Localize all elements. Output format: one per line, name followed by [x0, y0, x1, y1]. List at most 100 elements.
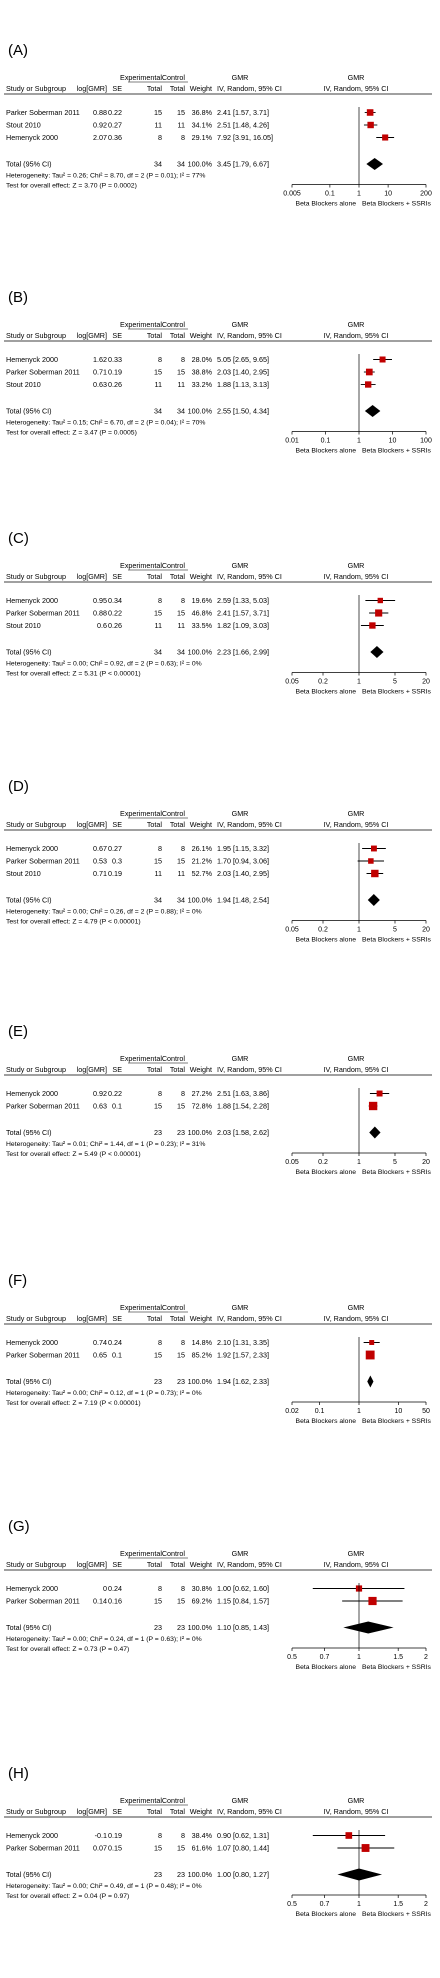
total-n-ctrl: 23 — [177, 1623, 185, 1632]
study-name: Parker Soberman 2011 — [6, 857, 80, 866]
study-loggmr: 0.07 — [93, 1844, 107, 1853]
study-se: 0.22 — [108, 108, 122, 117]
header-control: Control — [162, 561, 186, 570]
study-n-ctrl: 15 — [177, 1597, 185, 1606]
plot-title: GMR — [348, 1303, 365, 1312]
x-tick-label: 1 — [357, 1159, 361, 1166]
study-loggmr: 0.92 — [93, 121, 107, 130]
study-n-ctrl: 11 — [178, 621, 185, 630]
study-weight: 14.8% — [192, 1338, 213, 1347]
favours-left-label: Beta Blockers alone — [296, 201, 357, 208]
study-n-exp: 15 — [154, 368, 162, 377]
overall-effect-text: Test for overall effect: Z = 0.04 (P = 0… — [6, 1893, 129, 1900]
x-tick-label: 0.05 — [285, 1159, 299, 1166]
favours-right-label: Beta Blockers + SSRIs — [362, 448, 432, 455]
header-study: Study or Subgroup — [6, 1807, 66, 1816]
total-n-ctrl: 34 — [177, 407, 185, 416]
overall-effect-text: Test for overall effect: Z = 4.79 (P < 0… — [6, 919, 141, 926]
total-ci-text: 1.00 [0.80, 1.27] — [217, 1870, 269, 1879]
total-weight: 100.0% — [188, 896, 213, 905]
header-weight: Weight — [190, 84, 212, 93]
study-n-exp: 8 — [158, 1584, 162, 1593]
study-loggmr: 0.88 — [93, 609, 107, 618]
total-diamond — [369, 1126, 381, 1139]
header-total-exp: Total — [147, 1560, 163, 1569]
header-loggmr: log[GMR] — [77, 1807, 107, 1816]
header-plot-sub: IV, Random, 95% CI — [324, 820, 389, 829]
favours-right-label: Beta Blockers + SSRIs — [362, 689, 432, 696]
total-diamond — [337, 1868, 383, 1881]
total-n-exp: 34 — [154, 407, 162, 416]
study-name: Parker Soberman 2011 — [6, 1351, 80, 1360]
total-diamond — [367, 894, 380, 906]
study-marker — [382, 134, 389, 141]
header-loggmr: log[GMR] — [77, 84, 107, 93]
total-diamond — [367, 1375, 374, 1388]
header-plot-sub: IV, Random, 95% CI — [324, 84, 389, 93]
x-tick-label: 20 — [422, 927, 430, 934]
study-weight: 46.8% — [192, 609, 213, 618]
study-se: 0.27 — [108, 844, 122, 853]
total-weight: 100.0% — [188, 160, 213, 169]
heterogeneity-text: Heterogeneity: Tau² = 0.00; Chi² = 0.26,… — [6, 909, 202, 916]
total-weight: 100.0% — [188, 1623, 213, 1632]
study-name: Parker Soberman 2011 — [6, 1844, 80, 1853]
x-tick-label: 0.5 — [287, 1654, 297, 1661]
header-ci: IV, Random, 95% CI — [217, 84, 282, 93]
total-diamond — [370, 646, 384, 658]
favours-left-label: Beta Blockers alone — [296, 1664, 357, 1671]
total-weight: 100.0% — [188, 1128, 213, 1137]
header-study: Study or Subgroup — [6, 1560, 66, 1569]
study-ci-text: 2.03 [1.40, 2.95] — [217, 368, 269, 377]
total-n-exp: 34 — [154, 160, 162, 169]
header-study: Study or Subgroup — [6, 331, 66, 340]
study-name: Hemenyck 2000 — [6, 1338, 58, 1347]
x-tick-label: 0.2 — [318, 927, 328, 934]
header-weight: Weight — [190, 572, 212, 581]
study-loggmr: 0.63 — [93, 380, 107, 389]
study-n-ctrl: 8 — [181, 133, 185, 142]
study-se: 0.16 — [108, 1597, 122, 1606]
x-tick-label: 2 — [424, 1654, 428, 1661]
header-ci: IV, Random, 95% CI — [217, 820, 282, 829]
study-weight: 26.1% — [192, 844, 213, 853]
total-label: Total (95% CI) — [6, 407, 52, 416]
header-control: Control — [162, 1796, 186, 1805]
study-weight: 36.8% — [192, 108, 213, 117]
total-label: Total (95% CI) — [6, 1623, 52, 1632]
header-total-exp: Total — [147, 331, 163, 340]
x-tick-label: 1 — [357, 679, 361, 686]
study-loggmr: 0.95 — [93, 596, 107, 605]
study-weight: 21.2% — [192, 857, 213, 866]
study-n-exp: 8 — [158, 844, 162, 853]
study-marker — [345, 1832, 353, 1839]
favours-left-label: Beta Blockers alone — [296, 1169, 357, 1176]
header-plot-sub: IV, Random, 95% CI — [324, 331, 389, 340]
x-tick-label: 0.7 — [320, 1901, 330, 1908]
header-gmr: GMR — [232, 561, 249, 570]
study-weight: 72.8% — [192, 1102, 213, 1111]
panel-label: (H) — [8, 1765, 29, 1782]
study-loggmr: 0.71 — [93, 869, 107, 878]
study-weight: 38.4% — [192, 1831, 213, 1840]
study-name: Parker Soberman 2011 — [6, 108, 80, 117]
study-se: 0.26 — [108, 621, 122, 630]
header-control: Control — [162, 320, 186, 329]
study-se: 0.27 — [108, 121, 122, 130]
study-se: 0.22 — [108, 1089, 122, 1098]
header-gmr: GMR — [232, 320, 249, 329]
header-control: Control — [162, 809, 186, 818]
study-se: 0.34 — [108, 596, 122, 605]
study-weight: 69.2% — [192, 1597, 213, 1606]
header-control: Control — [162, 1549, 186, 1558]
overall-effect-text: Test for overall effect: Z = 3.47 (P = 0… — [6, 430, 137, 437]
study-marker — [375, 609, 383, 617]
study-name: Stout 2010 — [6, 869, 41, 878]
study-loggmr: 2.07 — [93, 133, 107, 142]
study-name: Parker Soberman 2011 — [6, 609, 80, 618]
header-gmr: GMR — [232, 1796, 249, 1805]
study-se: 0.19 — [108, 869, 122, 878]
plot-title: GMR — [348, 1054, 365, 1063]
study-ci-text: 5.05 [2.65, 9.65] — [217, 355, 269, 364]
total-n-ctrl: 34 — [177, 896, 185, 905]
